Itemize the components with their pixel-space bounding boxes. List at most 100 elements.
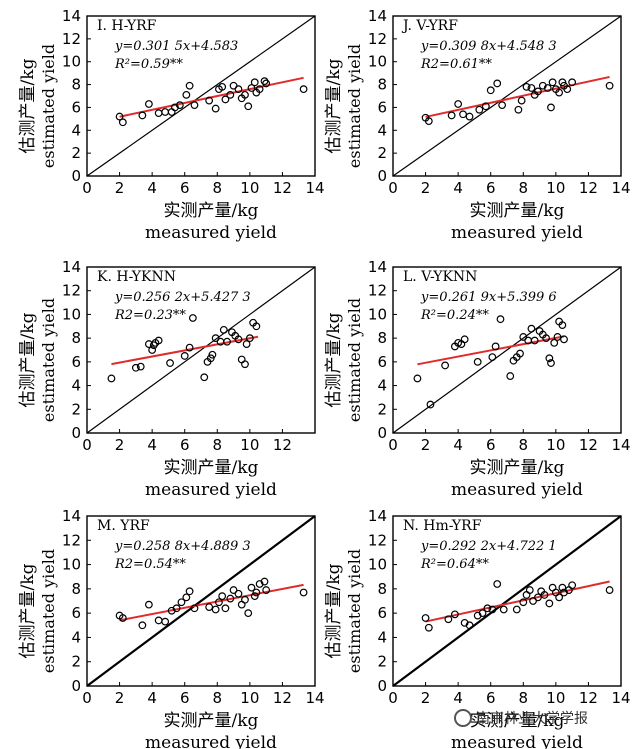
x-tick-label: 12 [273, 179, 292, 197]
x-axis-label-zh: 实测产量/kg [470, 201, 565, 221]
y-tick-label: 12 [62, 531, 81, 549]
data-point [560, 335, 568, 344]
data-point [154, 109, 163, 118]
data-point [605, 81, 614, 90]
x-tick-label: 12 [579, 436, 598, 454]
data-point [260, 577, 269, 586]
data-point [534, 593, 542, 602]
fit-line [119, 76, 304, 118]
r-squared: R2=0.61** [420, 57, 492, 72]
data-point [185, 343, 194, 352]
data-point [568, 581, 577, 590]
panel-title: J. V-YRF [401, 18, 458, 34]
x-axis-label-en: measured yield [145, 733, 277, 749]
x-tick-label: 0 [388, 436, 398, 454]
x-tick-label: 12 [273, 436, 292, 454]
y-tick-label: 10 [368, 305, 387, 323]
x-tick-label: 0 [388, 179, 398, 197]
data-point [512, 605, 521, 614]
data-point [550, 338, 559, 347]
data-point [563, 85, 572, 94]
data-point [545, 599, 554, 608]
data-point [493, 79, 502, 88]
x-tick-label: 14 [611, 179, 630, 197]
data-point [208, 350, 217, 359]
data-point [237, 355, 246, 364]
data-point [558, 321, 567, 330]
x-tick-label: 2 [421, 689, 431, 707]
data-point [525, 586, 534, 594]
x-tick-label: 14 [305, 179, 324, 197]
one-to-one-line [86, 15, 316, 177]
data-point [252, 322, 261, 331]
data-point [481, 102, 490, 111]
x-tick-label: 10 [546, 689, 565, 707]
data-point [450, 610, 459, 619]
data-point [568, 78, 577, 87]
fit-line [417, 335, 565, 366]
y-tick-label: 12 [368, 531, 387, 549]
data-point [234, 335, 243, 344]
y-tick-label: 8 [377, 329, 387, 347]
x-tick-label: 0 [82, 689, 92, 707]
fit-line [425, 580, 610, 623]
data-point [190, 604, 199, 613]
data-point [534, 87, 542, 96]
data-point [483, 604, 492, 613]
data-point [465, 621, 474, 630]
data-point [250, 78, 259, 87]
x-tick-label: 2 [115, 436, 125, 454]
data-point [131, 363, 140, 372]
y-tick-label: 2 [71, 400, 81, 418]
data-point [205, 603, 214, 611]
data-point [548, 78, 557, 87]
one-to-one-line [86, 266, 316, 434]
y-tick-label: 14 [62, 258, 81, 276]
x-axis-label-zh: 实测产量/kg [164, 711, 259, 731]
data-point [421, 614, 430, 622]
data-point [247, 583, 256, 592]
data-point [221, 604, 230, 613]
plot-frame [392, 266, 622, 434]
x-axis-label-zh: 实测产量/kg [470, 458, 565, 478]
y-tick-label: 6 [71, 98, 81, 116]
data-point [250, 592, 259, 601]
x-tick-label: 2 [421, 436, 431, 454]
y-tick-label: 6 [71, 353, 81, 371]
data-point [488, 353, 497, 362]
x-tick-label: 14 [611, 689, 630, 707]
data-point [299, 85, 308, 94]
data-point [161, 617, 170, 626]
data-point [247, 84, 256, 92]
y-tick-label: 4 [377, 628, 387, 646]
x-tick-label: 2 [421, 179, 431, 197]
one-to-one-line [86, 515, 316, 687]
x-tick-label: 6 [486, 689, 496, 707]
y-tick-label: 14 [62, 507, 81, 525]
data-point [205, 96, 214, 105]
y-tick-label: 4 [71, 121, 81, 139]
data-point [499, 605, 508, 614]
data-point [424, 117, 433, 126]
one-to-one-line [392, 15, 622, 177]
data-point [454, 100, 463, 108]
x-axis-label-en: measured yield [451, 480, 583, 500]
data-point [426, 400, 435, 409]
data-point [413, 374, 422, 383]
data-point [260, 77, 269, 86]
data-point [299, 588, 308, 597]
y-tick-label: 6 [377, 353, 387, 371]
data-point [154, 616, 163, 625]
data-point [136, 362, 145, 371]
x-tick-label: 4 [453, 689, 463, 707]
watermark: 南京林业大学学报 [454, 705, 636, 731]
data-point [185, 587, 194, 596]
y-tick-label: 0 [377, 677, 387, 695]
x-tick-label: 14 [305, 689, 324, 707]
data-point [200, 373, 209, 382]
data-point [245, 334, 254, 343]
data-point [255, 85, 264, 94]
data-point [555, 88, 564, 97]
data-point [459, 110, 467, 119]
